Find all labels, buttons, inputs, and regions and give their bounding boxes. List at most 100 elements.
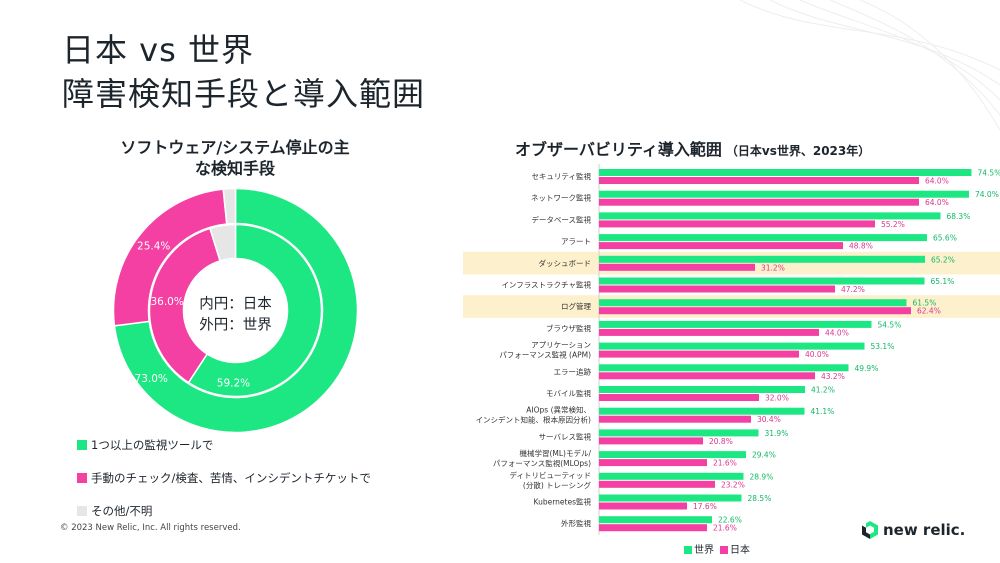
bar-japan-6: [599, 307, 911, 315]
bar-japan-8: [599, 350, 799, 358]
donut-slice-inner-0: [187, 223, 323, 398]
bar-legend-label-japan: 日本: [730, 545, 750, 556]
category-label-15: Kubernetes監視: [534, 497, 592, 507]
bar-value-japan-8: 40.0%: [805, 350, 829, 359]
bar-legend: 世界 日本: [684, 541, 750, 556]
bar-japan-14: [599, 480, 715, 488]
category-label-11-line2: インシデント知能、根本原因分析): [476, 415, 591, 425]
bar-world-9: [599, 364, 849, 372]
category-label-7: ブラウザ監視: [546, 323, 591, 333]
bar-value-japan-12: 20.8%: [709, 437, 733, 446]
category-label-9: エラー追跡: [554, 366, 592, 376]
category-label-1: ネットワーク監視: [531, 193, 591, 203]
bar-legend-swatch-world: [684, 546, 692, 554]
donut-center-line1: 内円：日本: [199, 296, 272, 313]
bar-world-5: [599, 277, 925, 285]
bar-value-world-1: 74.0%: [975, 190, 999, 199]
donut-slice-inner-1: [148, 227, 221, 384]
new-relic-logo-icon: [862, 521, 878, 539]
bar-value-japan-10: 32.0%: [765, 394, 789, 403]
donut-slice-inner-2: [209, 223, 237, 262]
category-label-14-line1: ディトリビューティッド: [509, 470, 591, 480]
bar-value-japan-7: 44.0%: [825, 328, 849, 337]
bar-value-japan-0: 64.0%: [925, 177, 949, 186]
bar-value-world-3: 65.6%: [933, 234, 957, 243]
legend-item-tools: 1つ以上の監視ツールで: [77, 434, 371, 456]
bar-world-3: [599, 234, 927, 242]
bar-value-world-11: 41.1%: [811, 407, 835, 416]
bar-japan-1: [599, 198, 919, 206]
bar-chart-title: オブザーバビリティ導入範囲 （日本vs世界、2023年）: [515, 136, 870, 160]
donut-title-line1: ソフトウェア/システム停止の主: [120, 138, 350, 157]
bar-world-1: [599, 190, 969, 198]
category-label-14-line2: (分散) トレーシング: [523, 480, 592, 490]
donut-center-line2: 外円：世界: [199, 317, 272, 334]
bar-world-13: [599, 451, 746, 459]
page-title-line1: 日本 vs 世界: [62, 31, 254, 69]
page-title-line2: 障害検知手段と導入範囲: [62, 75, 426, 113]
legend-label-manual: 手動のチェック/検査、苦情、インシデントチケットで: [91, 471, 371, 485]
category-label-12: サーバレス監視: [539, 431, 592, 441]
bar-world-11: [599, 407, 805, 415]
bar-chart-title-sub: （日本vs世界、2023年）: [725, 144, 871, 158]
donut-label-inner-0: 59.2%: [217, 377, 250, 389]
category-label-0: セキュリティ監視: [531, 171, 591, 181]
category-label-13-line2: パフォーマンス監視(MLOps): [493, 458, 591, 468]
bar-world-14: [599, 472, 744, 480]
bar-value-world-4: 65.2%: [931, 255, 955, 264]
bar-chart-title-main: オブザーバビリティ導入範囲: [515, 140, 722, 159]
bar-japan-12: [599, 437, 703, 445]
bar-world-10: [599, 386, 805, 393]
legend-item-other: その他/不明: [77, 500, 371, 522]
bar-value-japan-6: 62.4%: [917, 307, 941, 316]
bar-japan-2: [599, 220, 875, 228]
bar-value-world-13: 29.4%: [752, 451, 776, 460]
category-label-16: 外形監視: [561, 518, 591, 528]
new-relic-logo: new relic.: [862, 521, 965, 539]
category-label-2: データベース監視: [531, 214, 591, 224]
legend-label-other: その他/不明: [91, 504, 153, 518]
bar-value-japan-11: 30.4%: [757, 415, 781, 424]
bar-value-japan-13: 21.6%: [713, 459, 737, 468]
bar-value-world-10: 41.2%: [811, 386, 835, 395]
bar-japan-3: [599, 242, 843, 250]
bar-value-japan-4: 31.2%: [761, 263, 785, 272]
bar-value-japan-15: 17.6%: [693, 502, 717, 511]
new-relic-logo-text: new relic.: [883, 521, 966, 539]
bar-value-world-16: 22.6%: [718, 516, 742, 525]
bar-world-4: [599, 255, 925, 263]
bar-value-japan-9: 43.2%: [821, 372, 845, 381]
bar-value-japan-1: 64.0%: [925, 198, 949, 207]
donut-legend: 1つ以上の監視ツールで 手動のチェック/検査、苦情、インシデントチケットで その…: [77, 434, 371, 533]
donut-label-outer-1: 25.4%: [137, 240, 170, 252]
bar-japan-5: [599, 285, 835, 293]
bar-japan-7: [599, 328, 819, 336]
bar-world-0: [599, 169, 972, 176]
category-label-6: ログ管理: [561, 301, 591, 311]
bar-value-world-9: 49.9%: [855, 364, 879, 373]
category-label-8-line1: アプリケーション: [531, 341, 591, 350]
legend-swatch-gray: [77, 506, 87, 516]
bar-value-world-8: 53.1%: [871, 342, 895, 351]
bar-value-japan-5: 47.2%: [841, 285, 865, 294]
bar-value-japan-2: 55.2%: [881, 220, 905, 229]
bar-legend-swatch-japan: [720, 546, 728, 554]
bar-world-16: [599, 516, 712, 524]
bar-japan-4: [599, 263, 755, 271]
legend-label-tools: 1つ以上の監視ツールで: [91, 438, 214, 452]
bar-legend-world: 世界: [684, 541, 714, 556]
bar-world-12: [599, 429, 759, 437]
category-label-8-line2: パフォーマンス監視 (APM): [499, 350, 591, 360]
bar-world-6: [599, 299, 907, 307]
donut-label-outer-0: 73.0%: [135, 373, 168, 385]
bar-value-world-5: 65.1%: [931, 277, 955, 286]
bar-world-7: [599, 320, 872, 328]
decorative-wave-lines: [739, 0, 1000, 131]
bar-value-japan-14: 23.2%: [721, 480, 745, 489]
bar-world-2: [599, 212, 941, 220]
bar-japan-0: [599, 177, 919, 184]
bar-value-japan-3: 48.8%: [849, 242, 873, 251]
bar-legend-label-world: 世界: [694, 545, 714, 556]
donut-slice-outer-0: [113, 188, 358, 433]
donut-slice-outer-2: [222, 188, 237, 225]
